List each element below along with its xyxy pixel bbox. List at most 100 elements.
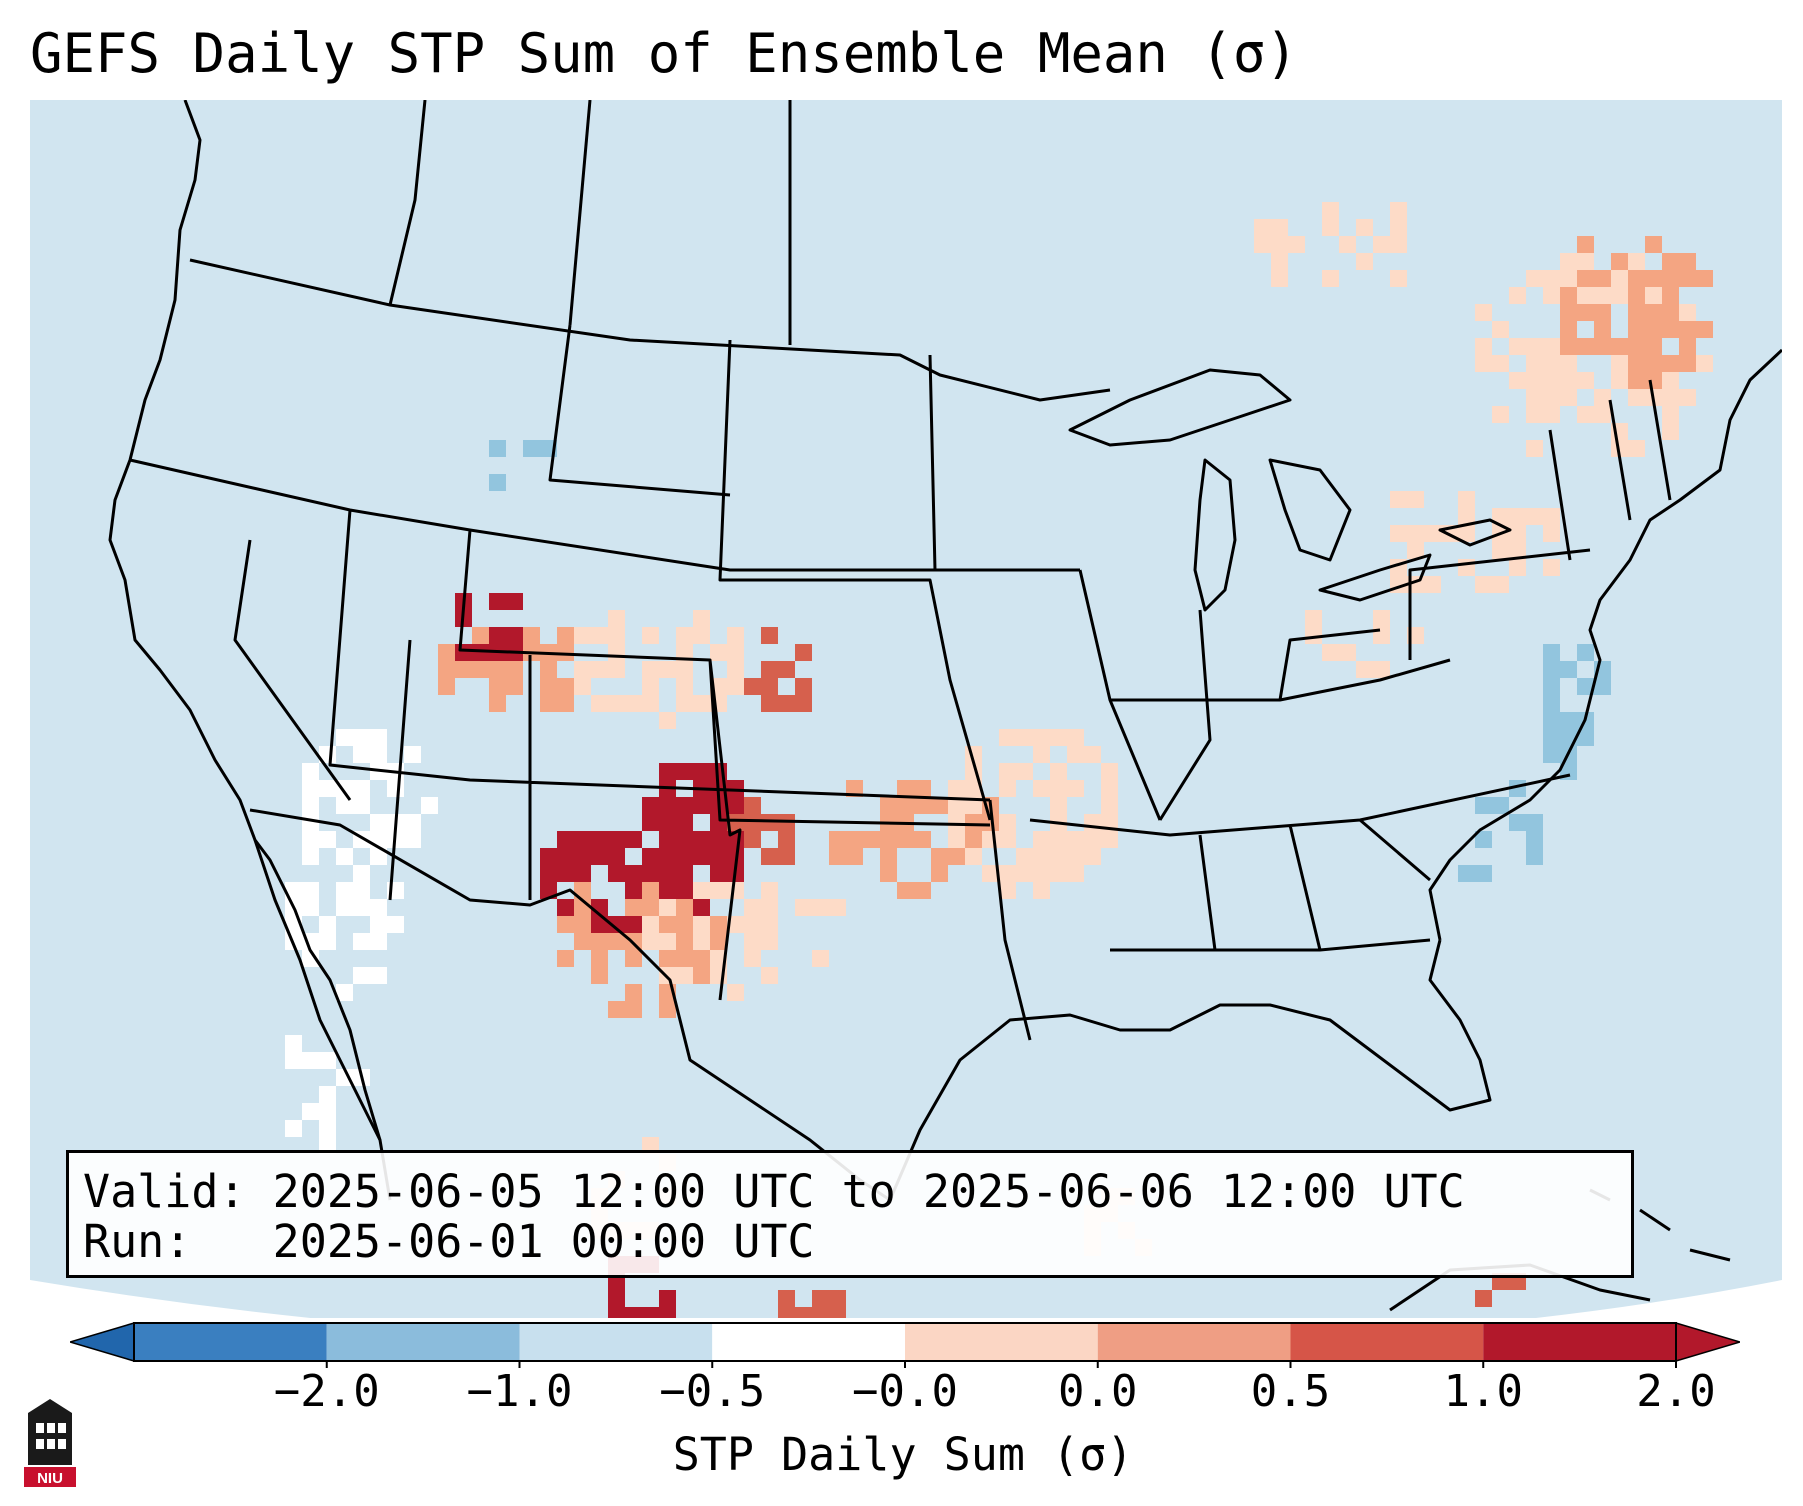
stp-grid-cell	[659, 712, 676, 729]
stp-grid-cell	[1679, 321, 1696, 338]
stp-grid-cell	[1101, 780, 1118, 797]
stp-grid-cell	[353, 899, 370, 916]
stp-grid-cell	[591, 848, 608, 865]
stp-grid-cell	[693, 695, 710, 712]
stp-grid-cell	[931, 797, 948, 814]
stp-grid-cell	[1067, 729, 1084, 746]
stp-grid-cell	[914, 831, 931, 848]
stp-grid-cell	[591, 831, 608, 848]
stp-grid-cell	[1424, 525, 1441, 542]
stp-grid-cell	[1543, 525, 1560, 542]
stp-grid-cell	[965, 780, 982, 797]
stp-grid-cell	[1543, 508, 1560, 525]
stp-grid-cell	[761, 916, 778, 933]
stp-grid-cell	[438, 661, 455, 678]
stp-grid-cell	[1407, 525, 1424, 542]
stp-grid-cell	[812, 1290, 829, 1307]
stp-grid-cell	[676, 644, 693, 661]
stp-grid-cell	[676, 814, 693, 831]
stp-grid-cell	[353, 746, 370, 763]
stp-grid-cell	[1339, 236, 1356, 253]
stp-grid-cell	[302, 848, 319, 865]
stp-grid-cell	[1560, 270, 1577, 287]
stp-grid-cell	[1390, 236, 1407, 253]
stp-grid-cell	[608, 644, 625, 661]
stp-grid-cell	[846, 780, 863, 797]
stp-grid-cell	[591, 661, 608, 678]
stp-grid-cell	[1050, 831, 1067, 848]
stp-grid-cell	[744, 916, 761, 933]
stp-grid-cell	[1577, 304, 1594, 321]
stp-grid-cell	[676, 865, 693, 882]
stp-grid-cell	[557, 899, 574, 916]
stp-grid-cell	[863, 831, 880, 848]
stp-grid-cell	[1407, 542, 1424, 559]
stp-grid-cell	[676, 831, 693, 848]
stp-grid-cell	[506, 678, 523, 695]
stp-grid-cell	[1560, 712, 1577, 729]
stp-grid-cell	[353, 933, 370, 950]
stp-grid-cell	[1322, 644, 1339, 661]
stp-grid-cell	[982, 814, 999, 831]
stp-grid-cell	[319, 916, 336, 933]
stp-grid-cell	[557, 831, 574, 848]
stp-grid-cell	[1492, 797, 1509, 814]
lake-huron	[1268, 458, 1352, 562]
stp-grid-cell	[1594, 338, 1611, 355]
stp-grid-cell	[744, 797, 761, 814]
stp-grid-cell	[1271, 236, 1288, 253]
stp-grid-cell	[506, 661, 523, 678]
stp-grid-cell	[489, 678, 506, 695]
stp-grid-cell	[625, 984, 642, 1001]
stp-grid-cell	[506, 627, 523, 644]
atlantic-coastline	[1428, 348, 1782, 941]
stp-grid-cell	[659, 1307, 676, 1318]
stp-grid-cell	[1033, 746, 1050, 763]
stp-grid-cell	[999, 831, 1016, 848]
stp-grid-cell	[1475, 865, 1492, 882]
stp-grid-cell	[370, 967, 387, 984]
valid-label: Valid:	[83, 1165, 246, 1218]
stp-grid-cell	[1577, 729, 1594, 746]
stp-grid-cell	[1645, 304, 1662, 321]
stp-grid-cell	[574, 678, 591, 695]
stp-grid-cell	[608, 865, 625, 882]
stp-grid-cell	[693, 916, 710, 933]
stp-grid-cell	[370, 848, 387, 865]
stp-grid-cell	[1577, 372, 1594, 389]
stp-grid-cell	[285, 1052, 302, 1069]
stp-grid-cell	[1492, 508, 1509, 525]
stp-grid-cell	[1475, 1290, 1492, 1307]
colorbar-tick-label: −1.0	[466, 1366, 573, 1417]
stp-grid-cell	[1322, 202, 1339, 219]
stp-grid-cell	[336, 882, 353, 899]
stp-grid-cell	[591, 950, 608, 967]
stp-grid-cell	[999, 814, 1016, 831]
stp-grid-cell	[591, 967, 608, 984]
stp-grid-cell	[1594, 678, 1611, 695]
stp-grid-cell	[302, 797, 319, 814]
stp-grid-cell	[642, 899, 659, 916]
stp-grid-cell	[574, 916, 591, 933]
stp-grid-cell	[1458, 491, 1475, 508]
stp-grid-cell	[1475, 304, 1492, 321]
stp-grid-cell	[1679, 304, 1696, 321]
stp-grid-cell	[659, 899, 676, 916]
stp-grid-cell	[1016, 865, 1033, 882]
stp-grid-cell	[1679, 389, 1696, 406]
stp-grid-cell	[1033, 780, 1050, 797]
stp-grid-cell	[1475, 797, 1492, 814]
stp-grid-cell	[1543, 372, 1560, 389]
stp-grid-cell	[625, 831, 642, 848]
stp-grid-cell	[1696, 270, 1713, 287]
stp-grid-cell	[710, 916, 727, 933]
stp-grid-cell	[1509, 525, 1526, 542]
stp-grid-cell	[727, 678, 744, 695]
run-label: Run:	[83, 1215, 192, 1268]
colorbar	[70, 1321, 1740, 1368]
stp-grid-cell	[982, 831, 999, 848]
stp-grid-cell	[302, 950, 319, 967]
stp-grid-cell	[1696, 355, 1713, 372]
stp-grid-cell	[761, 882, 778, 899]
outside-domain-left	[30, 1280, 311, 1318]
